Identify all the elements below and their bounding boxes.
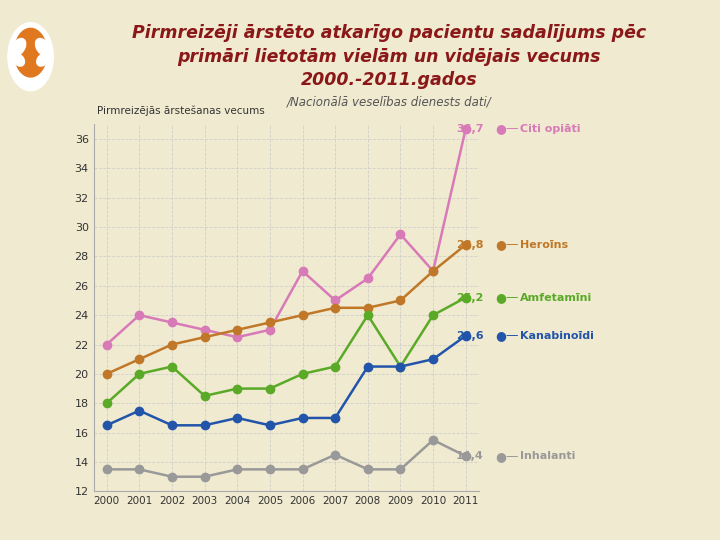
Text: 14,4: 14,4 [456, 451, 484, 461]
Ellipse shape [13, 54, 24, 66]
Circle shape [14, 28, 47, 77]
Text: Inhalanti: Inhalanti [520, 451, 575, 461]
Ellipse shape [12, 38, 26, 56]
Text: —: — [505, 329, 518, 342]
Text: Heroīns: Heroīns [520, 240, 568, 249]
Text: 36,7: 36,7 [456, 124, 484, 133]
Text: Pirmreizēji ārstēto atkarīgo pacientu sadalījums pēc: Pirmreizēji ārstēto atkarīgo pacientu sa… [132, 24, 646, 43]
Text: —: — [505, 450, 518, 463]
Text: 2000.-2011.gados: 2000.-2011.gados [300, 71, 477, 89]
Text: /Nacionālā veselības dienests dati/: /Nacionālā veselības dienests dati/ [287, 95, 491, 108]
Text: —: — [505, 122, 518, 135]
Text: ●: ● [495, 122, 506, 135]
Text: ●: ● [495, 450, 506, 463]
Circle shape [8, 23, 53, 91]
Text: 28,8: 28,8 [456, 240, 484, 249]
Text: —: — [505, 291, 518, 304]
Text: ●: ● [495, 238, 506, 251]
Text: 22,6: 22,6 [456, 330, 484, 341]
Text: ●: ● [495, 329, 506, 342]
Text: Amfetamīni: Amfetamīni [520, 293, 592, 302]
Text: 25,2: 25,2 [456, 293, 484, 302]
Text: Pirmreizējās ārstešanas vecums: Pirmreizējās ārstešanas vecums [97, 106, 265, 116]
Text: primāri lietotām vielām un vidējais vecums: primāri lietotām vielām un vidējais vecu… [177, 48, 600, 66]
Text: Kanabinoīdi: Kanabinoīdi [520, 330, 594, 341]
Text: ●: ● [495, 291, 506, 304]
Ellipse shape [37, 54, 48, 66]
Text: Citi opiāti: Citi opiāti [520, 124, 580, 133]
Ellipse shape [35, 38, 50, 56]
Text: —: — [505, 238, 518, 251]
